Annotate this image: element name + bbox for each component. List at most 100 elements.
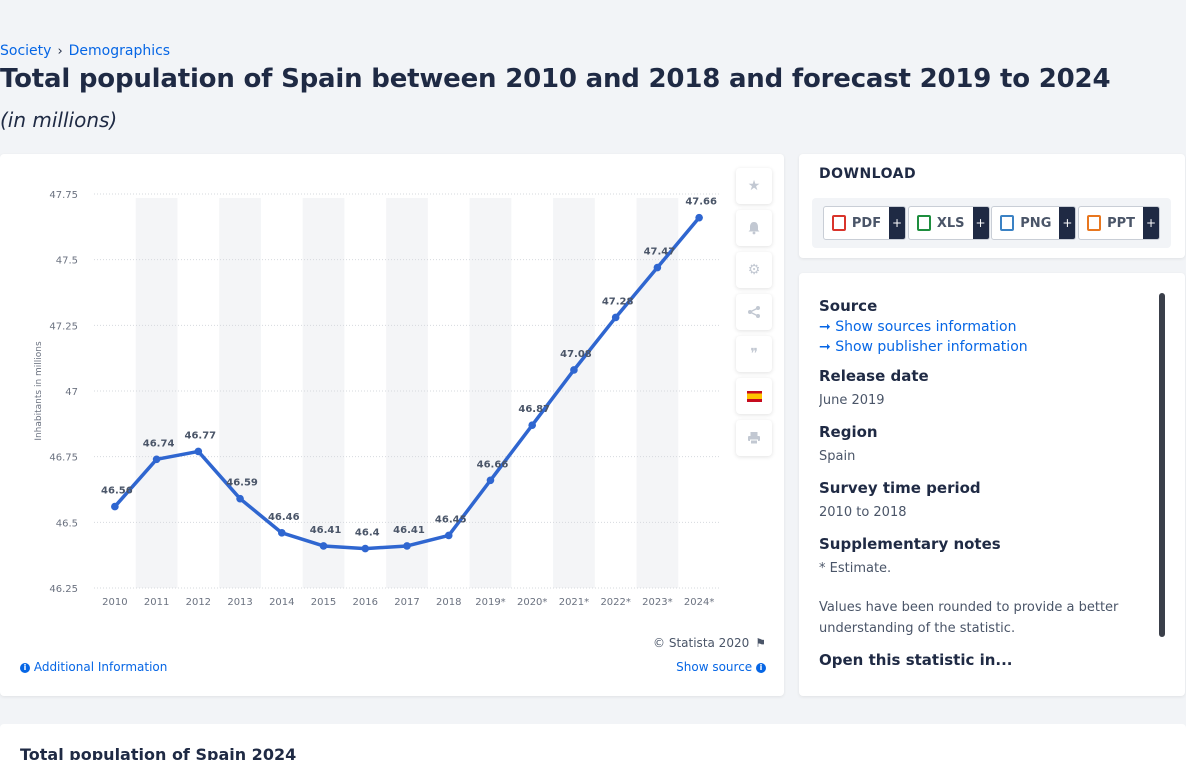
x-tick-label: 2019* <box>475 597 505 608</box>
data-label: 46.59 <box>226 478 258 489</box>
page-title: Total population of Spain between 2010 a… <box>0 64 1111 94</box>
download-row: PDF + XLS + PNG + PPT + <box>812 198 1171 248</box>
info-icon: i <box>20 662 30 673</box>
data-label: 46.45 <box>435 514 467 525</box>
pdf-file-icon <box>831 215 846 231</box>
info-scroll-area[interactable]: Source ➞ Show sources information ➞ Show… <box>819 291 1149 677</box>
y-axis-label: Inhabitants in millions <box>34 341 44 441</box>
y-tick-label: 47.25 <box>49 321 78 332</box>
open-statistic-heading: Open this statistic in... <box>819 651 1013 669</box>
x-tick-label: 2017 <box>394 597 419 608</box>
supplementary-notes-heading: Supplementary notes <box>819 535 1001 553</box>
category-band <box>553 198 595 588</box>
download-pdf-label: PDF <box>851 215 882 231</box>
show-source-label: Show source <box>676 660 753 674</box>
additional-info-label: Additional Information <box>33 660 168 674</box>
download-ppt-button[interactable]: PPT + <box>1078 206 1161 240</box>
data-point <box>444 531 453 540</box>
data-label: 46.41 <box>310 525 342 536</box>
data-label: 47.47 <box>644 247 676 258</box>
category-band <box>469 198 512 588</box>
scrollbar[interactable] <box>1159 293 1165 637</box>
download-png-button[interactable]: PNG + <box>991 206 1077 240</box>
related-card <box>0 724 1186 760</box>
breadcrumb-separator: › <box>57 43 63 59</box>
x-tick-label: 2020* <box>517 597 547 608</box>
download-ppt-label: PPT <box>1107 215 1136 231</box>
copyright: © Statista 2020 ⚑ <box>653 636 766 650</box>
data-point <box>611 313 620 322</box>
download-png-label: PNG <box>1020 215 1052 231</box>
category-band <box>135 198 178 588</box>
data-label: 47.28 <box>602 296 634 307</box>
data-label: 46.56 <box>101 486 133 497</box>
show-sources-label: Show sources information <box>835 319 1017 335</box>
quote-icon[interactable]: ❞ <box>736 336 772 372</box>
download-pdf-button[interactable]: PDF + <box>822 206 907 240</box>
region-heading: Region <box>819 423 878 441</box>
gear-icon[interactable]: ⚙ <box>736 252 772 288</box>
breadcrumb-demographics[interactable]: Demographics <box>68 43 171 59</box>
plus-icon: + <box>1059 207 1076 239</box>
release-date-heading: Release date <box>819 367 929 385</box>
data-label: 47.08 <box>560 349 592 360</box>
related-title[interactable]: Total population of Spain 2024 <box>20 745 297 760</box>
x-tick-label: 2012 <box>186 597 211 608</box>
supplementary-note-estimate: * Estimate. <box>819 561 892 576</box>
survey-period-value: 2010 to 2018 <box>819 505 907 520</box>
share-icon[interactable] <box>736 294 772 330</box>
download-card: DOWNLOAD PDF + XLS + PNG + PPT + <box>799 154 1185 258</box>
region-value: Spain <box>819 449 856 464</box>
additional-info-link[interactable]: i Additional Information <box>20 660 167 674</box>
y-tick-label: 47.75 <box>49 190 78 201</box>
show-publisher-link[interactable]: ➞ Show publisher information <box>819 339 1028 355</box>
download-xls-button[interactable]: XLS + <box>907 206 990 240</box>
data-label: 46.66 <box>477 459 509 470</box>
data-point <box>278 529 286 537</box>
data-point <box>653 263 662 272</box>
y-tick-label: 46.5 <box>56 518 78 529</box>
xls-file-icon <box>916 215 931 231</box>
ppt-file-icon <box>1087 215 1102 231</box>
spain-flag-icon[interactable] <box>736 378 772 414</box>
category-band <box>302 198 345 588</box>
x-tick-label: 2023* <box>642 597 672 608</box>
show-sources-link[interactable]: ➞ Show sources information <box>819 319 1017 335</box>
data-label: 46.41 <box>393 525 425 536</box>
line-chart: 46.25 46.5 46.75 47 47.25 47.5 47.75 Inhabitant… <box>34 190 720 608</box>
data-point <box>570 366 578 374</box>
top-band <box>0 0 1186 38</box>
star-icon[interactable]: ★ <box>736 168 772 204</box>
data-label: 46.74 <box>143 438 175 449</box>
chart-toolbar: ★ ⚙ ❞ <box>736 168 772 456</box>
x-tick-label: 2022* <box>600 597 630 608</box>
x-tick-label: 2015 <box>311 597 336 608</box>
data-label: 46.87 <box>518 404 550 415</box>
x-tick-label: 2014 <box>269 597 294 608</box>
x-tick-label: 2013 <box>227 597 252 608</box>
supplementary-note-rounding: Values have been rounded to provide a be… <box>819 600 1119 636</box>
data-point <box>361 544 370 553</box>
data-point <box>486 476 495 485</box>
show-source-link[interactable]: Show source i <box>676 660 766 674</box>
data-point <box>111 502 119 511</box>
data-point <box>194 447 203 456</box>
source-heading: Source <box>819 297 878 315</box>
category-band <box>636 198 679 588</box>
data-label: 46.77 <box>185 430 217 441</box>
data-point <box>695 213 703 222</box>
x-tick-label: 2010 <box>102 597 127 608</box>
x-tick-label: 2024* <box>684 597 714 608</box>
breadcrumb-society[interactable]: Society <box>0 43 52 59</box>
download-title: DOWNLOAD <box>819 166 917 182</box>
print-icon[interactable] <box>736 420 772 456</box>
bell-icon[interactable] <box>736 210 772 246</box>
data-label: 47.66 <box>685 197 717 208</box>
plus-icon: + <box>1143 207 1160 239</box>
data-point <box>403 542 411 550</box>
copyright-text: © Statista 2020 <box>653 636 750 650</box>
data-point <box>236 494 244 503</box>
breadcrumb: Society › Demographics <box>0 43 170 59</box>
x-tick-label: 2021* <box>559 597 589 608</box>
show-publisher-label: Show publisher information <box>835 339 1028 355</box>
